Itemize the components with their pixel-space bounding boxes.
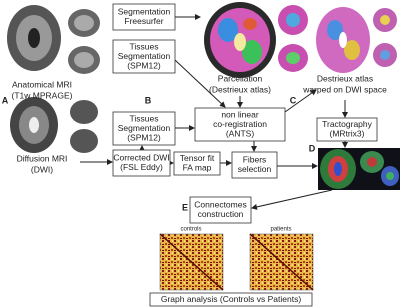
box-text: Fibers: [243, 155, 267, 165]
panel-label: E: [182, 202, 188, 212]
box-text: selection: [238, 164, 272, 174]
process-box: [194, 107, 286, 142]
brain-images: [7, 2, 400, 190]
matrices: [159, 233, 314, 291]
box-text: construction: [198, 209, 244, 219]
caption: Diffusion MRI: [17, 153, 68, 163]
caption: (Destrieux atlas): [209, 84, 271, 94]
box-text: Freesurfer: [124, 16, 163, 26]
box-text: Tissues: [130, 113, 159, 123]
caption: (T1w MPRAGE): [12, 90, 73, 100]
process-box: [173, 151, 221, 176]
box-text: non linear: [221, 109, 259, 119]
box-text: Corrected DWI: [113, 153, 169, 163]
caption: Parcellation: [218, 73, 263, 83]
box-text: (SPM12): [127, 60, 161, 70]
box-text: Segmentation: [118, 123, 171, 133]
box-text: Tractography: [322, 119, 373, 129]
box-text: FA map: [183, 163, 212, 173]
caption: Anatomical MRI: [12, 79, 72, 89]
box-text: (SPM12): [127, 132, 161, 142]
caption: (DWI): [31, 164, 53, 174]
process-box: [316, 117, 378, 142]
matrix-label: controls: [180, 227, 201, 233]
panel-label: D: [309, 143, 316, 153]
arrows: [80, 14, 348, 210]
box-text: co-registration: [213, 119, 267, 129]
box-text: Connectomes: [194, 200, 246, 210]
box-text: Tissues: [130, 41, 159, 51]
process-box: [112, 149, 171, 177]
process-box: [149, 292, 313, 307]
panel-label: A: [2, 95, 9, 105]
box-text: Segmentation: [118, 7, 171, 17]
process-box: [231, 151, 278, 179]
process-box: [189, 196, 252, 224]
box-text: Graph analysis (Controls vs Patients): [161, 294, 301, 304]
process-box: [112, 111, 176, 146]
box-text: Tensor fit: [180, 153, 215, 163]
process-box: [112, 39, 176, 74]
box-text: (FSL Eddy): [120, 162, 163, 172]
caption: warped on DWI space: [302, 84, 387, 94]
process-box: [112, 3, 176, 31]
box-text: (MRtrix3): [330, 129, 365, 139]
panel-label: C: [290, 95, 297, 105]
box-text: (ANTS): [226, 128, 255, 138]
panel-label: B: [145, 95, 152, 105]
box-text: Segmentation: [118, 51, 171, 61]
caption: Destrieux atlas: [317, 73, 373, 83]
matrix-label: patients: [270, 227, 291, 233]
